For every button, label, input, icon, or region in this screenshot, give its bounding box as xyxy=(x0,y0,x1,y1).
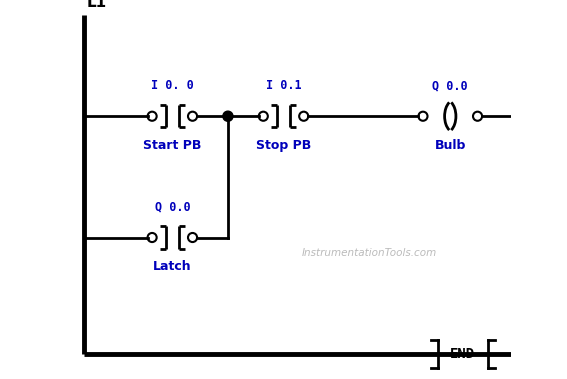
Text: Latch: Latch xyxy=(153,260,192,273)
Text: Q 0.0: Q 0.0 xyxy=(433,79,468,92)
Text: Stop PB: Stop PB xyxy=(256,139,311,152)
Text: L1: L1 xyxy=(86,0,107,10)
Text: Q 0.0: Q 0.0 xyxy=(155,200,190,213)
Text: I 0. 0: I 0. 0 xyxy=(151,79,194,92)
Text: InstrumentationTools.com: InstrumentationTools.com xyxy=(302,247,437,258)
Text: I 0.1: I 0.1 xyxy=(266,79,301,92)
Text: Bulb: Bulb xyxy=(434,139,466,152)
Text: Start PB: Start PB xyxy=(143,139,201,152)
Text: END: END xyxy=(450,347,476,361)
Circle shape xyxy=(223,111,233,121)
